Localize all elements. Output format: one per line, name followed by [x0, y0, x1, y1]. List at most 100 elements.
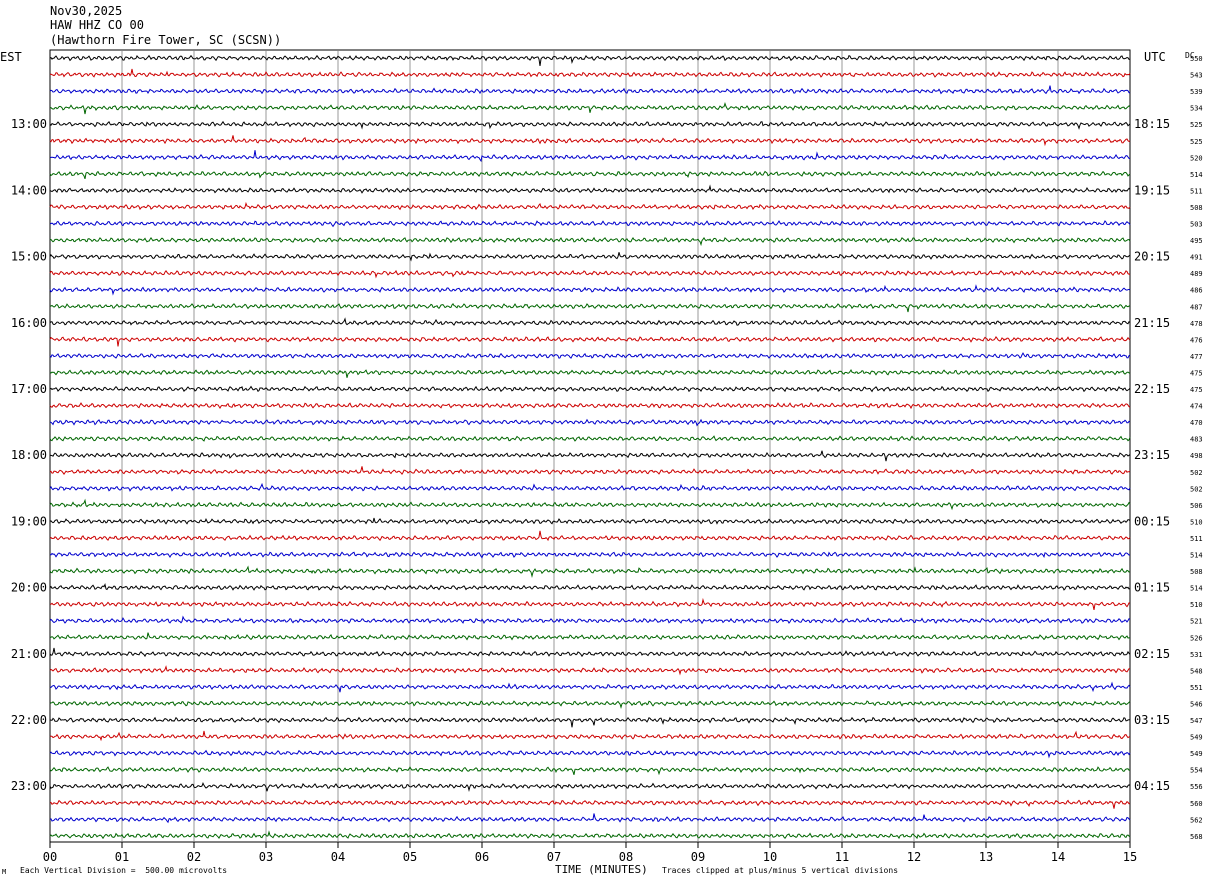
- seismic-trace: [49, 450, 1131, 462]
- seismic-trace: [49, 385, 1131, 393]
- dc-offset-label: 470: [1190, 419, 1203, 427]
- dc-offset-label: 534: [1190, 105, 1203, 113]
- seismic-trace: [49, 716, 1130, 728]
- seismic-trace: [49, 482, 1131, 492]
- est-time-label: 18:00: [11, 448, 47, 462]
- est-time-label: 19:00: [11, 514, 47, 528]
- dc-offset-label: 514: [1190, 552, 1203, 560]
- dc-offset-label: 562: [1190, 816, 1203, 824]
- scale-note: Each Vertical Division = 500.00 microvol…: [20, 866, 228, 875]
- est-time-label: 23:00: [11, 779, 47, 793]
- seismic-trace: [49, 150, 1131, 163]
- dc-offset-label: 502: [1190, 485, 1203, 493]
- utc-time-label: 19:15: [1134, 183, 1170, 197]
- x-tick-label: 05: [403, 850, 417, 864]
- dc-offset-label: 502: [1190, 469, 1203, 477]
- est-time-label: 14:00: [11, 183, 47, 197]
- x-tick-label: 08: [619, 850, 633, 864]
- dc-offset-label: 487: [1190, 303, 1203, 311]
- utc-time-label: 22:15: [1134, 382, 1170, 396]
- dc-offset-label: 506: [1190, 502, 1203, 510]
- est-time-label: 20:00: [11, 581, 47, 595]
- seismic-trace: [49, 284, 1131, 296]
- dc-offset-label: 477: [1190, 353, 1203, 361]
- dc-offset-label: 554: [1190, 767, 1203, 775]
- dc-offset-label: 547: [1190, 717, 1203, 725]
- x-tick-label: 10: [763, 850, 777, 864]
- dc-offset-label: 556: [1190, 783, 1203, 791]
- dc-offset-label: 508: [1190, 568, 1203, 576]
- seismic-trace: [49, 582, 1131, 591]
- x-tick-label: 06: [475, 850, 489, 864]
- header-date: Nov30,2025: [50, 4, 123, 18]
- seismic-trace: [49, 269, 1131, 279]
- seismic-trace: [49, 597, 1131, 611]
- utc-time-label: 04:15: [1134, 779, 1170, 793]
- seismic-trace: [49, 68, 1131, 78]
- seismic-trace: [49, 135, 1131, 147]
- dc-offset-label: 498: [1190, 452, 1203, 460]
- dc-offset-label: 549: [1190, 734, 1203, 742]
- seismic-trace: [49, 551, 1131, 559]
- dc-offset-label: 568: [1190, 833, 1203, 841]
- seismic-trace: [49, 647, 1131, 658]
- seismic-trace: [49, 749, 1131, 759]
- clip-note: Traces clipped at plus/minus 5 vertical …: [662, 866, 899, 875]
- x-tick-label: 00: [43, 850, 57, 864]
- dc-offset-label: 474: [1190, 403, 1203, 411]
- x-tick-label: 04: [331, 850, 345, 864]
- seismic-trace: [49, 85, 1131, 95]
- dc-offset-label: 476: [1190, 336, 1203, 344]
- seismic-trace: [49, 782, 1131, 793]
- est-time-label: 22:00: [11, 713, 47, 727]
- plot-frame: [49, 49, 1131, 843]
- dc-offset-label: 503: [1190, 221, 1203, 229]
- seismic-trace: [49, 335, 1131, 347]
- dc-offset-label: 546: [1190, 700, 1203, 708]
- seismic-trace: [49, 530, 1131, 542]
- header-station: HAW HHZ CO 00: [50, 18, 144, 32]
- dc-offset-label: 514: [1190, 171, 1203, 179]
- utc-time-label: 00:15: [1134, 514, 1170, 528]
- dc-offset-label: 475: [1190, 369, 1203, 377]
- corner-mark-icon: M: [2, 868, 7, 876]
- x-tick-label: 07: [547, 850, 561, 864]
- utc-time-label: 21:15: [1134, 316, 1170, 330]
- dc-offset-label: 526: [1190, 634, 1203, 642]
- dc-offset-label: 551: [1190, 684, 1203, 692]
- seismic-trace: [49, 681, 1131, 693]
- seismic-trace: [49, 402, 1131, 410]
- x-tick-label: 15: [1123, 850, 1137, 864]
- seismic-trace: [49, 184, 1131, 194]
- dc-offset-label: 478: [1190, 320, 1203, 328]
- dc-offset-label: 514: [1190, 585, 1203, 593]
- utc-time-label: 01:15: [1134, 581, 1170, 595]
- seismic-trace: [49, 352, 1131, 359]
- x-tick-label: 14: [1051, 850, 1065, 864]
- x-tick-label: 01: [115, 850, 129, 864]
- seismic-trace: [49, 565, 1131, 578]
- seismic-trace: [49, 252, 1131, 262]
- est-time-label: 16:00: [11, 316, 47, 330]
- dc-offset-label: 489: [1190, 270, 1203, 278]
- utc-label: UTC: [1144, 50, 1166, 64]
- seismic-trace: [49, 498, 1131, 511]
- utc-time-label: 20:15: [1134, 250, 1170, 264]
- seismic-trace: [49, 517, 1131, 525]
- est-time-label: 15:00: [11, 250, 47, 264]
- dc-offset-label: 549: [1190, 750, 1203, 758]
- seismic-trace: [49, 799, 1131, 809]
- seismic-trace: [49, 54, 1131, 66]
- x-axis-title: TIME (MINUTES): [555, 863, 648, 876]
- seismic-trace: [49, 813, 1131, 824]
- dc-offset-label: 491: [1190, 254, 1203, 262]
- dc-offset-label: 475: [1190, 386, 1203, 394]
- dc-offset-label: 520: [1190, 154, 1203, 162]
- dc-offset-label: 486: [1190, 287, 1203, 295]
- seismic-trace: [49, 120, 1131, 130]
- dc-offset-label: 525: [1190, 138, 1203, 146]
- dc-offset-label: 539: [1190, 88, 1203, 96]
- dc-offset-label: 550: [1190, 55, 1203, 63]
- seismic-trace: [49, 700, 1131, 709]
